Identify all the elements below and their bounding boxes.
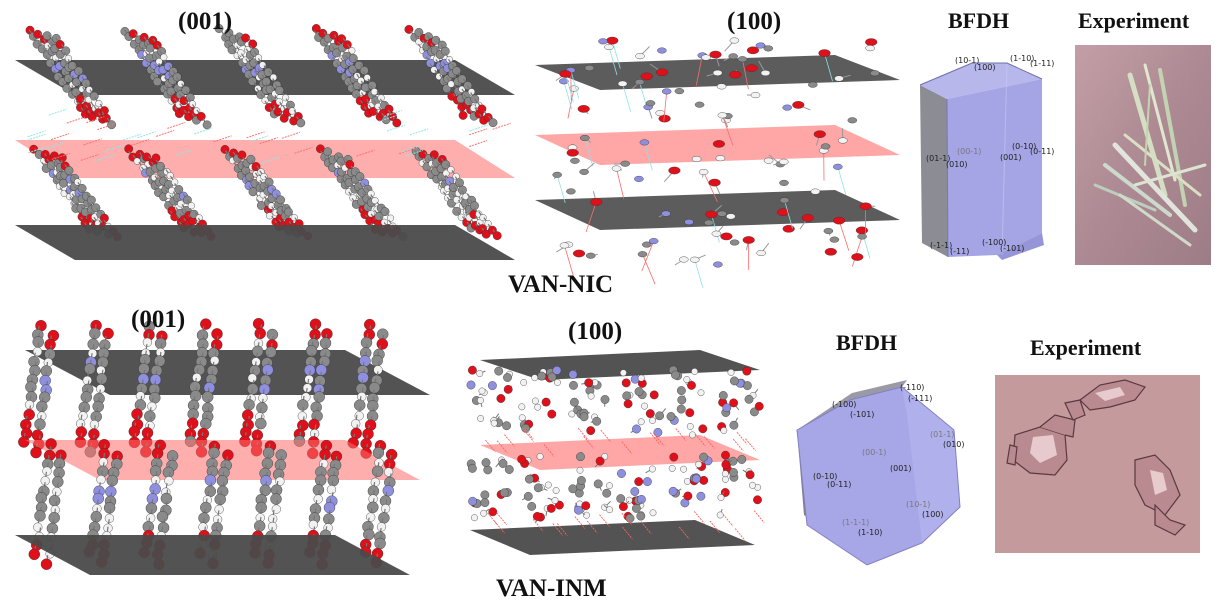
van-inm-001-packing — [15, 318, 430, 575]
van-inm-experiment-label: Experiment — [1030, 335, 1142, 360]
van-inm-facet: (00-1) — [862, 448, 887, 457]
van-inm-facet: (-100) — [832, 400, 857, 409]
van-inm-001-label: (001) — [131, 306, 186, 333]
van-inm-compound-label: VAN-INM — [496, 575, 607, 602]
van-inm-facet: (0-11) — [827, 480, 852, 489]
van-inm-facet: (-111) — [908, 394, 933, 403]
van-nic-facet: (010) — [946, 160, 968, 169]
van-inm-facet: (010) — [943, 440, 965, 449]
van-nic-bfdh-label: BFDH — [948, 8, 1010, 33]
van-nic-facet: (-100) — [982, 238, 1007, 247]
van-nic-facet: (0-11) — [1030, 147, 1055, 156]
van-nic-001-label: (001) — [178, 8, 233, 35]
van-nic-100-label: (100) — [727, 8, 782, 35]
van-nic-bfdh-crystal — [919, 62, 1044, 260]
van-inm-facet: (-110) — [900, 383, 925, 392]
van-inm-100-packing — [466, 350, 765, 555]
van-nic-experiment-photo — [1075, 45, 1211, 265]
van-inm-facet: (-101) — [850, 410, 875, 419]
van-nic-facet: (-11) — [950, 247, 970, 256]
van-nic-compound-label: VAN-NIC — [508, 271, 614, 298]
van-inm-facet: (01-1) — [930, 430, 955, 439]
van-inm-facet: (1-10) — [858, 528, 883, 537]
van-inm-experiment-photo — [995, 375, 1200, 553]
van-inm-100-label: (100) — [568, 318, 623, 345]
van-nic-facet: (-101) — [1000, 244, 1025, 253]
van-nic-100-packing — [535, 36, 900, 288]
van-inm-bfdh-label: BFDH — [836, 330, 898, 355]
van-nic-facet: (10-1) — [955, 56, 980, 65]
van-inm-facet: (0-10) — [813, 472, 838, 481]
van-nic-facet: (00-1) — [957, 147, 982, 156]
van-nic-facet: (-1-1) — [930, 241, 953, 250]
van-inm-facet: (100) — [922, 510, 944, 519]
van-nic-facet: (0-10) — [1012, 142, 1037, 151]
van-nic-facet: (001) — [1000, 153, 1022, 162]
van-nic-001-packing — [15, 24, 515, 260]
van-inm-bfdh-crystal — [796, 380, 961, 566]
van-inm-facet: (001) — [890, 464, 912, 473]
van-inm-facet: (1-1-1) — [842, 518, 870, 527]
van-nic-facet: (01-1) — [926, 154, 951, 163]
van-inm-facet: (10-1) — [906, 500, 931, 509]
van-nic-facet: (1-11) — [1030, 59, 1055, 68]
van-nic-facet: (100) — [974, 63, 996, 72]
van-nic-facet: (1-10) — [1010, 54, 1035, 63]
van-nic-experiment-label: Experiment — [1078, 8, 1190, 33]
